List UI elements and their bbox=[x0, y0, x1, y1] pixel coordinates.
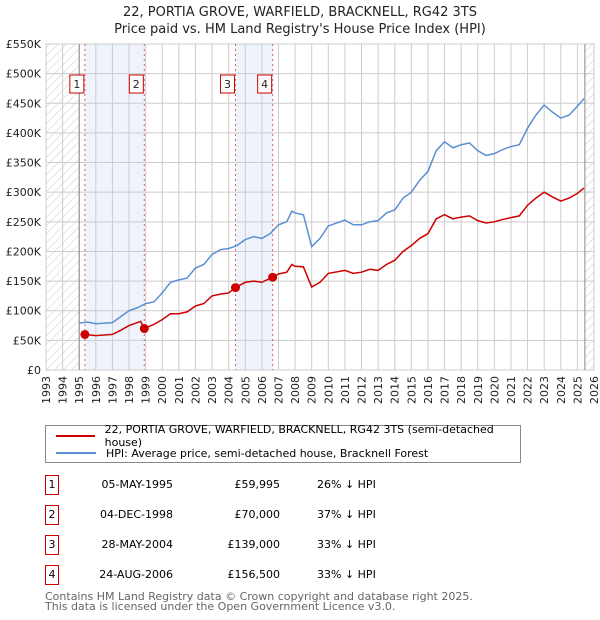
x-tick-label: 2024 bbox=[555, 376, 568, 404]
chart-title: 22, PORTIA GROVE, WARFIELD, BRACKNELL, R… bbox=[123, 5, 477, 20]
sale-number-box bbox=[69, 74, 85, 94]
sale-interval-shade bbox=[84, 44, 145, 370]
x-tick-label: 2000 bbox=[156, 376, 169, 404]
sale-row: 2 04-DEC-1998 £70,000 37% ↓ HPI bbox=[45, 505, 445, 525]
sale-price: £139,000 bbox=[227, 538, 281, 551]
x-tick-label: 2025 bbox=[571, 376, 584, 404]
sale-number: 1 bbox=[45, 475, 59, 495]
x-tick-label: 2016 bbox=[422, 376, 435, 404]
x-tick-label: 1995 bbox=[73, 376, 86, 404]
y-tick-label: £250K bbox=[6, 216, 42, 229]
x-tick-label: 2014 bbox=[389, 376, 402, 404]
x-tick-label: 2009 bbox=[306, 376, 319, 404]
y-tick-label: £400K bbox=[6, 127, 42, 140]
x-tick-label: 2017 bbox=[439, 376, 452, 404]
footer-licence: This data is licensed under the Open Gov… bbox=[45, 600, 396, 613]
x-tick-label: 2001 bbox=[173, 376, 186, 404]
sale-point bbox=[230, 283, 240, 293]
sale-number-label: 4 bbox=[261, 78, 268, 91]
y-tick-label: £350K bbox=[6, 157, 42, 170]
x-tick-label: 2006 bbox=[256, 376, 269, 404]
y-tick-label: £50K bbox=[13, 334, 42, 347]
x-tick-label: 2002 bbox=[189, 376, 202, 404]
x-tick-label: 2003 bbox=[206, 376, 219, 404]
y-tick-label: £200K bbox=[6, 245, 42, 258]
x-tick-label: 2022 bbox=[522, 376, 535, 404]
x-tick-label: 2021 bbox=[505, 376, 518, 404]
x-tick-label: 2008 bbox=[289, 376, 302, 404]
legend-label: 22, PORTIA GROVE, WARFIELD, BRACKNELL, R… bbox=[104, 423, 494, 449]
x-tick-label: 2010 bbox=[322, 376, 335, 404]
y-tick-label: £300K bbox=[6, 186, 42, 199]
x-tick-label: 1997 bbox=[106, 376, 119, 404]
x-tick-label: 2013 bbox=[372, 376, 385, 404]
y-tick-label: £550K bbox=[6, 38, 42, 51]
x-tick-label: 2015 bbox=[405, 376, 418, 404]
x-tick-label: 2020 bbox=[488, 376, 501, 404]
sale-number: 3 bbox=[45, 535, 59, 555]
sale-date: 05-MAY-1995 bbox=[101, 478, 173, 491]
sale-point bbox=[139, 324, 149, 334]
sale-number-label: 1 bbox=[73, 78, 80, 91]
x-tick-label: 1996 bbox=[90, 376, 103, 404]
legend: 22, PORTIA GROVE, WARFIELD, BRACKNELL, R… bbox=[45, 423, 521, 463]
x-tick-label: 2026 bbox=[588, 376, 600, 404]
sale-hpi-diff: 33% ↓ HPI bbox=[317, 538, 376, 551]
sale-point bbox=[268, 272, 278, 282]
x-tick-label: 2011 bbox=[339, 376, 352, 404]
sale-date: 28-MAY-2004 bbox=[101, 538, 173, 551]
y-tick-label: £100K bbox=[6, 305, 42, 318]
y-tick-label: £150K bbox=[6, 275, 42, 288]
y-tick-label: £500K bbox=[6, 68, 42, 81]
sale-row: 4 24-AUG-2006 £156,500 33% ↓ HPI bbox=[45, 565, 445, 585]
sale-number: 4 bbox=[45, 565, 59, 585]
y-tick-label: £450K bbox=[6, 97, 42, 110]
plot-border bbox=[45, 43, 595, 371]
no-data-hatch-right bbox=[584, 44, 594, 370]
sale-hpi-diff: 26% ↓ HPI bbox=[317, 478, 376, 491]
sale-number-box bbox=[128, 74, 144, 94]
legend-item-property: 22, PORTIA GROVE, WARFIELD, BRACKNELL, R… bbox=[56, 423, 520, 449]
x-tick-label: 2023 bbox=[538, 376, 551, 404]
legend-label: HPI: Average price, semi-detached house,… bbox=[106, 446, 429, 460]
hpi-line bbox=[79, 98, 585, 325]
x-tick-label: 1994 bbox=[57, 376, 70, 404]
x-tick-label: 2004 bbox=[223, 376, 236, 404]
x-tick-label: 2012 bbox=[356, 376, 369, 404]
x-tick-label: 1998 bbox=[123, 376, 136, 404]
sale-number-box bbox=[219, 74, 235, 94]
x-tick-label: 2018 bbox=[455, 376, 468, 404]
sale-row: 1 05-MAY-1995 £59,995 26% ↓ HPI bbox=[45, 475, 445, 495]
sale-price: £70,000 bbox=[234, 508, 281, 521]
legend-item-hpi: HPI: Average price, semi-detached house,… bbox=[56, 445, 428, 461]
red-line-swatch bbox=[56, 435, 95, 437]
sale-interval-shade bbox=[235, 44, 273, 370]
sale-number: 2 bbox=[45, 505, 59, 525]
x-tick-label: 2007 bbox=[272, 376, 285, 404]
blue-line-swatch bbox=[56, 452, 96, 454]
sale-date: 24-AUG-2006 bbox=[99, 568, 173, 581]
sale-point bbox=[80, 329, 90, 339]
y-tick-label: £0 bbox=[27, 364, 41, 377]
x-tick-label: 1993 bbox=[40, 376, 53, 404]
chart-subtitle: Price paid vs. HM Land Registry's House … bbox=[114, 22, 486, 37]
x-tick-label: 2019 bbox=[472, 376, 485, 404]
sale-number-label: 3 bbox=[224, 78, 231, 91]
x-tick-label: 1999 bbox=[140, 376, 153, 404]
sale-price: £156,500 bbox=[227, 568, 281, 581]
chart-plot: 1993 1994 1995 1996 1997 1998 1999 2000 2001 2002… bbox=[6, 38, 600, 404]
sale-number-label: 2 bbox=[133, 78, 140, 91]
sale-number-box bbox=[257, 74, 273, 94]
sale-price: £59,995 bbox=[234, 478, 281, 491]
x-tick-label: 2005 bbox=[239, 376, 252, 404]
footer-copyright: Contains HM Land Registry data © Crown c… bbox=[45, 590, 473, 603]
sale-date: 04-DEC-1998 bbox=[99, 508, 173, 521]
sale-row: 3 28-MAY-2004 £139,000 33% ↓ HPI bbox=[45, 535, 445, 555]
price-paid-line bbox=[84, 187, 585, 337]
sale-hpi-diff: 33% ↓ HPI bbox=[317, 568, 376, 581]
sale-hpi-diff: 37% ↓ HPI bbox=[317, 508, 376, 521]
